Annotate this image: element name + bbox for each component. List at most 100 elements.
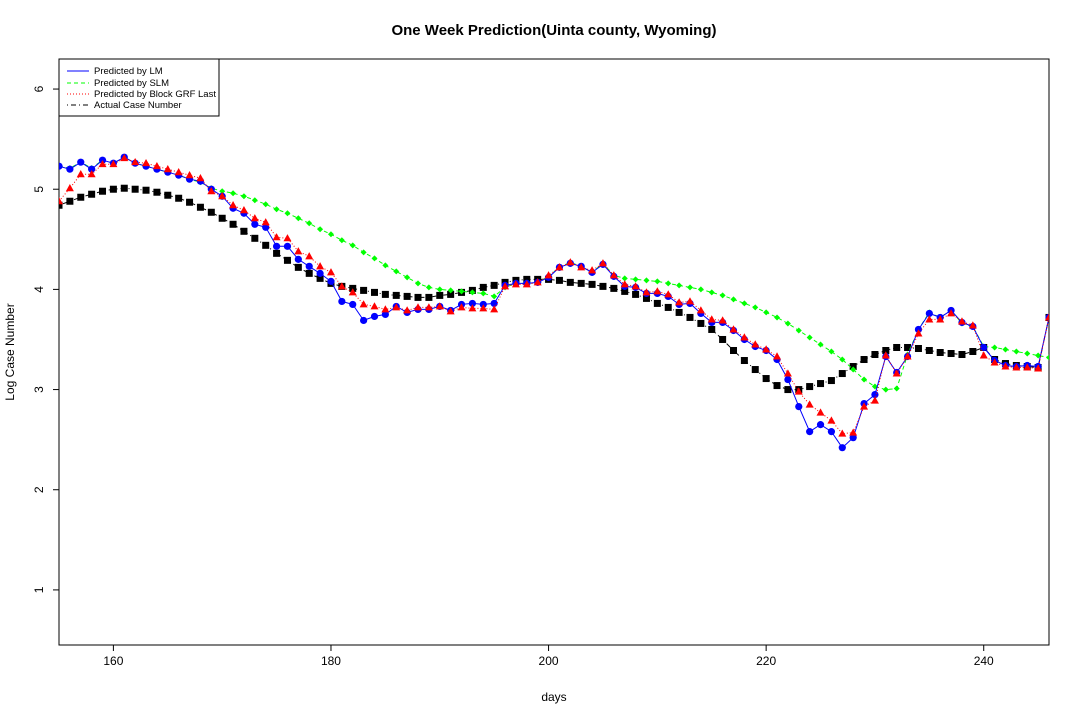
data-point: [1034, 364, 1043, 372]
data-point: [98, 159, 107, 168]
data-point: [903, 352, 912, 360]
data-point: [131, 157, 140, 166]
x-axis-label: days: [541, 690, 566, 704]
data-point: [969, 347, 977, 355]
data-point: [577, 279, 585, 287]
data-point: [262, 201, 269, 208]
series-layer: [59, 153, 1049, 452]
data-point: [719, 335, 727, 343]
data-point: [763, 309, 770, 316]
data-point: [393, 268, 400, 275]
data-point: [142, 158, 151, 167]
data-point: [675, 308, 683, 316]
data-point: [806, 383, 814, 391]
data-point: [838, 444, 846, 452]
data-point: [230, 190, 237, 197]
data-point: [327, 277, 335, 285]
data-point: [436, 286, 443, 293]
data-point: [980, 343, 988, 352]
data-point: [816, 408, 825, 416]
data-point: [621, 275, 628, 282]
data-point: [348, 288, 357, 296]
legend-label-block-grf: Predicted by Block GRF Last: [94, 89, 216, 100]
data-point: [936, 349, 944, 357]
data-point: [871, 351, 879, 359]
data-point: [1002, 346, 1009, 353]
data-point: [697, 319, 705, 327]
data-point: [892, 369, 901, 377]
data-point: [425, 284, 432, 291]
data-point: [588, 266, 597, 274]
legend-label-lm: Predicted by LM: [94, 66, 163, 77]
data-point: [958, 351, 966, 359]
y-axis: 1 2 3 4 5 6: [32, 85, 59, 593]
plot-area-frame: [58, 58, 1050, 646]
data-point: [838, 429, 847, 437]
data-point: [968, 321, 977, 329]
data-point: [174, 167, 183, 176]
data-point: [730, 346, 738, 354]
data-point: [360, 286, 368, 294]
data-point: [152, 161, 161, 170]
data-point: [273, 206, 280, 213]
data-point: [196, 174, 205, 182]
data-point: [392, 303, 401, 311]
data-point: [218, 192, 227, 200]
data-point: [599, 282, 607, 290]
data-point: [109, 185, 117, 193]
data-point: [370, 302, 379, 310]
data-point: [697, 286, 704, 293]
data-point: [1001, 362, 1010, 370]
data-point: [740, 333, 749, 341]
data-point: [762, 375, 770, 383]
data-point: [283, 242, 292, 250]
data-point: [425, 293, 433, 301]
data-point: [457, 303, 466, 311]
data-point: [99, 187, 107, 195]
data-point: [371, 255, 378, 262]
data-point: [860, 402, 869, 410]
data-point: [729, 325, 738, 333]
data-point: [555, 263, 564, 271]
data-point: [338, 297, 346, 306]
data-point: [469, 289, 476, 296]
data-point: [490, 305, 499, 313]
data-point: [588, 280, 596, 288]
data-point: [239, 206, 248, 214]
data-point: [250, 214, 259, 222]
data-point: [828, 348, 835, 355]
data-point: [806, 428, 814, 436]
data-point: [882, 386, 889, 393]
series-line: [59, 157, 1049, 435]
data-point: [577, 263, 586, 271]
data-point: [403, 306, 412, 314]
data-point: [251, 197, 258, 204]
data-point: [860, 356, 868, 364]
chart-title: One Week Prediction(Uinta county, Wyomin…: [391, 22, 716, 39]
data-point: [686, 313, 694, 321]
data-point: [261, 218, 270, 226]
data-point: [317, 226, 324, 233]
data-point: [795, 402, 803, 411]
data-point: [392, 291, 400, 299]
data-point: [664, 290, 673, 298]
y-tick-label: 4: [32, 286, 46, 293]
data-point: [718, 316, 727, 324]
data-point: [555, 276, 563, 284]
data-point: [272, 233, 281, 241]
data-point: [479, 283, 487, 291]
data-point: [338, 237, 345, 244]
x-axis: 160 180 200 220 240: [103, 645, 994, 668]
data-point: [59, 162, 63, 170]
data-point: [1045, 313, 1049, 321]
data-point: [349, 242, 356, 249]
data-point: [730, 296, 737, 303]
data-point: [142, 186, 150, 194]
data-point: [283, 256, 291, 264]
series-predicted-by-lm: [59, 153, 1049, 452]
data-point: [827, 377, 835, 385]
data-point: [65, 184, 74, 192]
data-point: [675, 298, 684, 306]
data-point: [109, 159, 118, 168]
data-point: [218, 214, 226, 222]
